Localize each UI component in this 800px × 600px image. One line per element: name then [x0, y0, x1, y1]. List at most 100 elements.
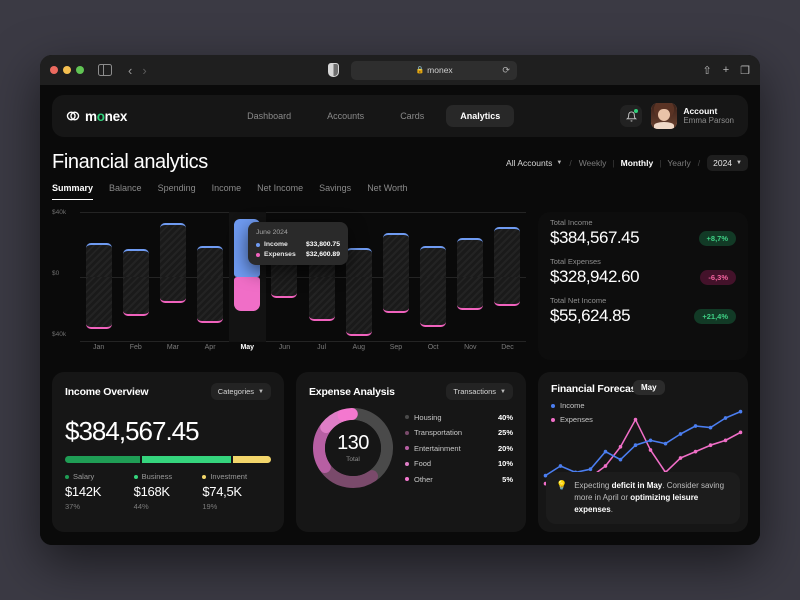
bar-group-mar[interactable]	[154, 212, 191, 342]
x-tick-jan: Jan	[92, 344, 105, 351]
nav-item-accounts[interactable]: Accounts	[327, 111, 365, 121]
bar-group-nov[interactable]	[452, 212, 489, 342]
sidebar-toggle-icon[interactable]	[98, 64, 112, 76]
income-expense-bar-chart[interactable]: $40k $0 $40k Jan Feb Mar Apr May Jun Jul Aug Sep…	[52, 209, 526, 360]
accounts-filter[interactable]: All Accounts ▼	[506, 158, 562, 168]
period-yearly[interactable]: Yearly	[667, 158, 691, 168]
notifications-button[interactable]	[620, 105, 643, 127]
forecast-point	[588, 467, 593, 472]
y-tick-top: $40k	[52, 209, 67, 216]
tab-summary[interactable]: Summary	[52, 183, 94, 200]
back-chevron-left-icon[interactable]: ‹	[128, 62, 133, 78]
tabs-icon[interactable]: ❐	[740, 64, 750, 77]
stat-label: Total Income	[550, 218, 593, 227]
tab-income[interactable]: Income	[211, 183, 242, 193]
bar-group-aug[interactable]	[340, 212, 377, 342]
nav-item-analytics[interactable]: Analytics	[446, 105, 515, 127]
color-swatch	[405, 446, 409, 450]
bar-group-dec[interactable]	[489, 212, 526, 342]
account-menu[interactable]: Account Emma Parson	[651, 103, 734, 129]
minimize-window-button[interactable]	[63, 66, 71, 74]
x-tick-sep: Sep	[389, 344, 403, 351]
stat-total-net-income: Total Net Income $55,624.85 +21,4%	[550, 296, 736, 326]
logo-text-accent: o	[96, 108, 105, 124]
chevron-down-icon: ▼	[736, 160, 742, 166]
x-tick-may: May	[240, 344, 255, 351]
tab-balance[interactable]: Balance	[109, 183, 142, 193]
tab-spending[interactable]: Spending	[157, 183, 196, 193]
transactions-dropdown-label: Transactions	[453, 387, 497, 396]
bar-group-jan[interactable]	[80, 212, 117, 342]
expense-bar	[271, 277, 298, 299]
tab-net-worth[interactable]: Net Worth	[367, 183, 408, 193]
expense-legend-item: Entertainment 20%	[405, 444, 513, 453]
progress-segment-business	[141, 456, 231, 463]
filter-separator-2: /	[697, 158, 701, 168]
expense-category-pct: 5%	[502, 474, 513, 484]
x-tick-jul: Jul	[317, 344, 327, 351]
forward-chevron-right-icon[interactable]: ›	[142, 62, 147, 78]
income-legend-item: Business $168K 44%	[133, 472, 203, 511]
donut-segment-transportation[interactable]	[320, 462, 379, 488]
period-filter[interactable]: Weekly | Monthly | Yearly	[579, 158, 691, 168]
nav-item-cards[interactable]: Cards	[400, 111, 425, 121]
expense-category-pct: 25%	[497, 428, 513, 437]
address-bar[interactable]: 🔒 monex ⟳	[351, 60, 517, 80]
plus-icon[interactable]: +	[722, 64, 730, 76]
account-name: Emma Parson	[683, 116, 734, 126]
period-monthly[interactable]: Monthly	[620, 158, 654, 168]
stat-value: $384,567.45	[550, 228, 640, 247]
tooltip-row-expenses: Expenses $32,600.89	[256, 251, 340, 258]
bar-group-apr[interactable]	[192, 212, 229, 342]
accounts-filter-label: All Accounts	[506, 158, 553, 168]
bar-group-sep[interactable]	[377, 212, 414, 342]
period-weekly[interactable]: Weekly	[578, 158, 607, 168]
forecast-legend-income-label: Income	[560, 401, 585, 410]
reload-icon[interactable]: ⟳	[502, 64, 510, 75]
filter-separator-1: /	[569, 158, 572, 168]
transactions-dropdown[interactable]: Transactions ▼	[446, 383, 513, 400]
expense-legend-item: Other 5%	[405, 475, 513, 484]
tab-net-income[interactable]: Net Income	[257, 183, 304, 193]
expense-category-pct: 40%	[497, 412, 513, 422]
insight-text: Expecting deficit in May. Consider savin…	[574, 480, 730, 516]
stat-label: Total Expenses	[550, 257, 601, 266]
window-controls[interactable]	[50, 66, 84, 74]
expense-category-name: Entertainment	[414, 443, 461, 453]
filter-bar: All Accounts ▼ / Weekly | Monthly | Year…	[506, 155, 748, 171]
expense-category-pct: 10%	[497, 459, 513, 468]
card-title: Financial Forecast	[551, 383, 640, 395]
year-filter[interactable]: 2024 ▼	[707, 155, 748, 171]
maximize-window-button[interactable]	[76, 66, 84, 74]
bar-group-oct[interactable]	[415, 212, 452, 342]
forecast-point	[603, 464, 608, 468]
url-text: monex	[427, 65, 453, 75]
x-tick-aug: Aug	[352, 344, 366, 351]
forecast-point	[633, 443, 638, 448]
shield-icon[interactable]	[328, 63, 340, 77]
page-title: Financial analytics	[52, 151, 208, 173]
donut-segment-other[interactable]	[337, 408, 358, 422]
tooltip-row-income: Income $33,800.75	[256, 241, 340, 248]
forecast-point	[603, 449, 608, 454]
categories-dropdown[interactable]: Categories ▼	[210, 383, 271, 400]
donut-segment-housing[interactable]	[348, 408, 393, 481]
share-icon[interactable]: ⇧	[702, 64, 712, 77]
income-legend: Salary $142K 37% Business $168K 44% Investment…	[65, 472, 271, 511]
color-swatch	[405, 415, 409, 419]
nav-item-dashboard[interactable]: Dashboard	[247, 111, 292, 121]
browser-navigation[interactable]: ‹ ›	[128, 63, 147, 78]
expense-analysis-card: Expense Analysis Transactions ▼ 130 Tota…	[296, 372, 526, 532]
forecast-point	[618, 444, 623, 449]
brand-logo[interactable]: monex	[66, 109, 127, 124]
period-divider-2: |	[659, 158, 662, 168]
bar-group-feb[interactable]	[117, 212, 154, 342]
donut-segment-entertainment[interactable]	[313, 422, 331, 474]
forecast-point	[738, 430, 743, 435]
income-bar	[420, 246, 447, 277]
expense-donut-chart[interactable]: 130 Total	[311, 406, 395, 490]
close-window-button[interactable]	[50, 66, 58, 74]
forecast-tooltip: May	[633, 380, 665, 395]
tooltip-income-label: Income	[264, 241, 288, 248]
tab-savings[interactable]: Savings	[319, 183, 352, 193]
